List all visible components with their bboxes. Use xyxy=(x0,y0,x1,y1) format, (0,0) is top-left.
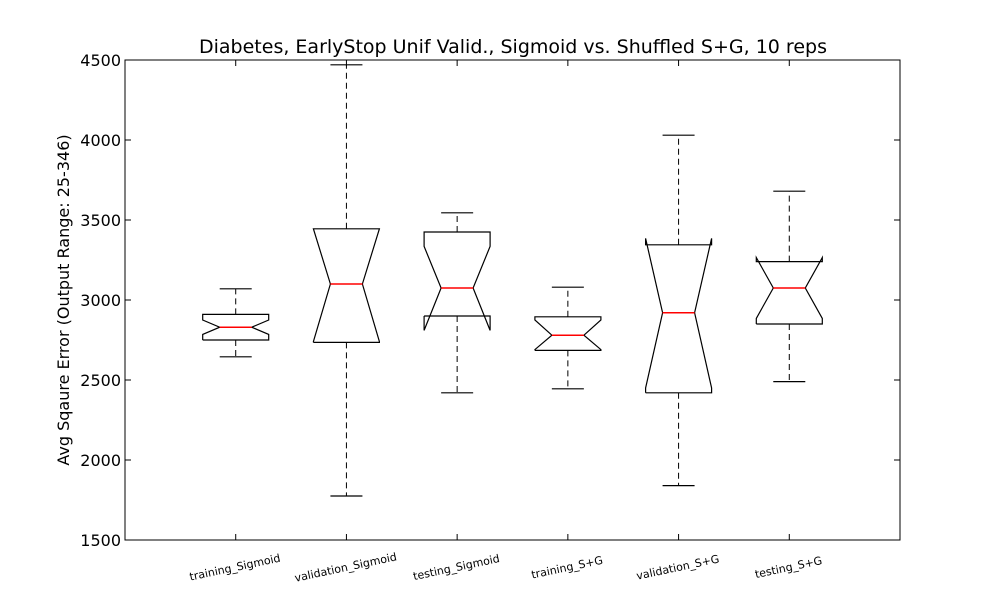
x-category-label: training_S+G xyxy=(530,554,604,582)
x-category-label: validation_S+G xyxy=(635,552,720,582)
y-tick-label: 3500 xyxy=(80,211,121,230)
notched-box xyxy=(423,231,491,331)
y-tick-label: 1500 xyxy=(80,531,121,550)
y-axis-label: Avg Sqaure Error (Output Range: 25-346) xyxy=(54,134,73,465)
y-tick-label: 4000 xyxy=(80,131,121,150)
notched-box xyxy=(755,255,823,325)
plot-frame xyxy=(124,59,901,541)
x-category-label: validation_Sigmoid xyxy=(293,550,398,584)
y-tick-label: 2500 xyxy=(80,371,121,390)
y-tick-label: 4500 xyxy=(80,51,121,70)
notched-box xyxy=(202,313,270,341)
x-category-label: training_Sigmoid xyxy=(188,552,281,584)
x-category-label: testing_Sigmoid xyxy=(412,552,501,583)
notched-box xyxy=(644,238,713,394)
y-tick-label: 3000 xyxy=(80,291,121,310)
y-tick-label: 2000 xyxy=(80,451,121,470)
plot-area: 1500 2000 2500 3000 3500 4000 4500 training_Sig… xyxy=(80,51,900,585)
notched-box xyxy=(534,316,602,351)
x-category-label: testing_S+G xyxy=(754,554,824,581)
notched-box xyxy=(312,228,381,343)
chart-title: Diabetes, EarlyStop Unif Valid., Sigmoid… xyxy=(199,36,827,58)
